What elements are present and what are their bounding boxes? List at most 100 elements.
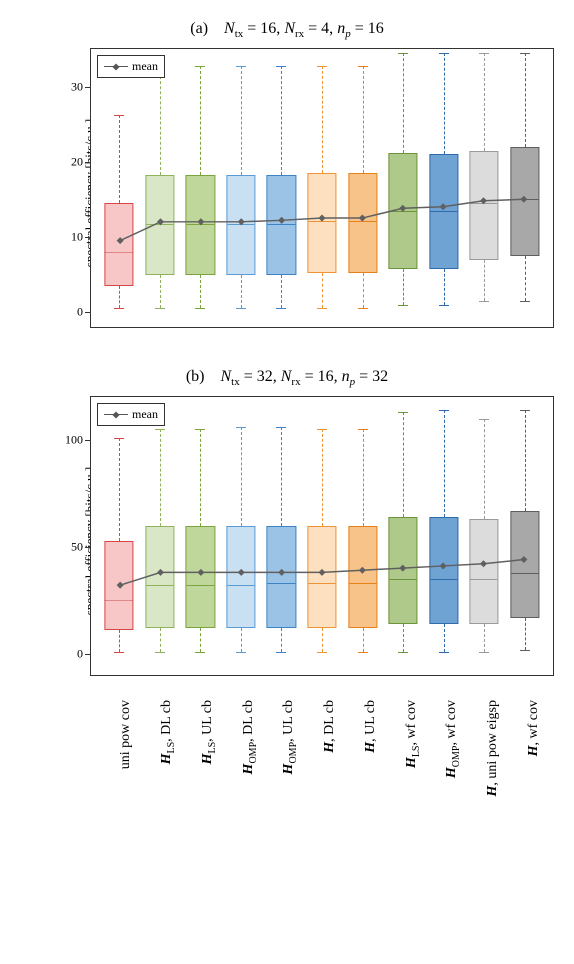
whisker-lower bbox=[160, 628, 161, 652]
median-line bbox=[106, 252, 133, 253]
box-column bbox=[302, 397, 343, 675]
whisker-lower bbox=[444, 269, 445, 305]
whisker-upper bbox=[241, 66, 242, 175]
box-body bbox=[389, 517, 418, 624]
box-column bbox=[140, 49, 181, 327]
whisker-cap-lo bbox=[114, 308, 124, 309]
median-line bbox=[146, 224, 173, 225]
x-tick-label: HOMP, DL cb bbox=[241, 700, 259, 774]
box-column bbox=[221, 397, 262, 675]
whisker-cap-hi bbox=[398, 53, 408, 54]
legend-label: mean bbox=[132, 59, 158, 74]
x-label-column: H, DL cb bbox=[302, 696, 343, 856]
whisker-upper bbox=[403, 412, 404, 517]
whisker-cap-hi bbox=[195, 429, 205, 430]
whisker-cap-lo bbox=[236, 652, 246, 653]
whisker-cap-lo bbox=[398, 652, 408, 653]
whisker-upper bbox=[281, 427, 282, 525]
median-line bbox=[511, 573, 538, 574]
panel-a-boxes bbox=[91, 49, 553, 327]
box-column bbox=[221, 49, 262, 327]
median-line bbox=[227, 224, 254, 225]
box-column bbox=[423, 397, 464, 675]
box-column bbox=[261, 397, 302, 675]
box-column bbox=[180, 397, 221, 675]
whisker-cap-lo bbox=[276, 652, 286, 653]
legend-box-b: mean bbox=[97, 403, 165, 426]
whisker-cap-hi bbox=[358, 66, 368, 67]
box-column bbox=[383, 397, 424, 675]
box-body bbox=[186, 175, 215, 274]
whisker-cap-hi bbox=[236, 427, 246, 428]
whisker-cap-lo bbox=[317, 652, 327, 653]
x-label-column: H, UL cb bbox=[342, 696, 383, 856]
box-body bbox=[348, 173, 377, 273]
legend-line-icon-b bbox=[104, 414, 128, 415]
panel-a-letter: (a) bbox=[190, 20, 220, 37]
whisker-cap-hi bbox=[358, 429, 368, 430]
box-column bbox=[99, 397, 140, 675]
whisker-cap-lo bbox=[195, 308, 205, 309]
whisker-lower bbox=[525, 618, 526, 650]
whisker-upper bbox=[200, 66, 201, 176]
box-body bbox=[267, 175, 296, 275]
box-column bbox=[302, 49, 343, 327]
whisker-cap-hi bbox=[114, 438, 124, 439]
panel-a-title: (a) Ntx = 16, Nrx = 4, np = 16 bbox=[10, 20, 564, 40]
x-tick-label: uni pow cov bbox=[118, 700, 134, 769]
x-tick-label: H, UL cb bbox=[363, 700, 379, 753]
x-tick-label: H, wf cov bbox=[526, 700, 542, 756]
box-body bbox=[307, 526, 336, 629]
box-column bbox=[464, 397, 505, 675]
whisker-lower bbox=[403, 624, 404, 652]
panel-b-chart: spectral efficiency [bits/c.u.] mean 050… bbox=[60, 396, 554, 686]
whisker-cap-hi bbox=[439, 53, 449, 54]
whisker-upper bbox=[403, 53, 404, 153]
box-body bbox=[145, 175, 174, 274]
box-body bbox=[226, 175, 255, 275]
whisker-lower bbox=[403, 269, 404, 305]
panel-b-boxes bbox=[91, 397, 553, 675]
panel-b-plot-area: mean 050100 bbox=[90, 396, 554, 676]
legend-label-b: mean bbox=[132, 407, 158, 422]
whisker-upper bbox=[119, 115, 120, 203]
whisker-cap-hi bbox=[276, 66, 286, 67]
y-tick-label: 20 bbox=[71, 154, 91, 169]
whisker-lower bbox=[119, 630, 120, 651]
whisker-cap-lo bbox=[479, 652, 489, 653]
x-label-column: H, wf cov bbox=[505, 696, 546, 856]
whisker-cap-lo bbox=[439, 652, 449, 653]
panel-a-params: Ntx = 16, Nrx = 4, np = 16 bbox=[224, 20, 384, 37]
legend-marker-icon bbox=[112, 64, 119, 71]
box-body bbox=[226, 526, 255, 629]
whisker-upper bbox=[363, 66, 364, 173]
whisker-lower bbox=[241, 275, 242, 309]
whisker-lower bbox=[322, 273, 323, 308]
figure-container: (a) Ntx = 16, Nrx = 4, np = 16 spectral … bbox=[10, 20, 564, 856]
y-tick-label: 0 bbox=[77, 305, 91, 320]
whisker-cap-hi bbox=[398, 412, 408, 413]
whisker-cap-hi bbox=[155, 429, 165, 430]
whisker-upper bbox=[200, 429, 201, 525]
whisker-lower bbox=[363, 273, 364, 308]
whisker-cap-lo bbox=[439, 305, 449, 306]
median-line bbox=[187, 224, 214, 225]
y-tick-label: 50 bbox=[71, 540, 91, 555]
whisker-lower bbox=[200, 275, 201, 309]
box-column bbox=[504, 49, 545, 327]
whisker-cap-lo bbox=[358, 652, 368, 653]
box-body bbox=[470, 519, 499, 624]
x-tick-label: HLS, DL cb bbox=[159, 700, 177, 764]
y-tick-label: 10 bbox=[71, 230, 91, 245]
box-body bbox=[267, 526, 296, 629]
box-column bbox=[464, 49, 505, 327]
whisker-cap-lo bbox=[520, 301, 530, 302]
box-column bbox=[383, 49, 424, 327]
legend-line-icon bbox=[104, 66, 128, 67]
legend-marker-icon-b bbox=[112, 412, 119, 419]
legend-box: mean bbox=[97, 55, 165, 78]
box-body bbox=[145, 526, 174, 629]
median-line bbox=[471, 579, 498, 580]
box-body bbox=[348, 526, 377, 629]
whisker-lower bbox=[281, 628, 282, 652]
